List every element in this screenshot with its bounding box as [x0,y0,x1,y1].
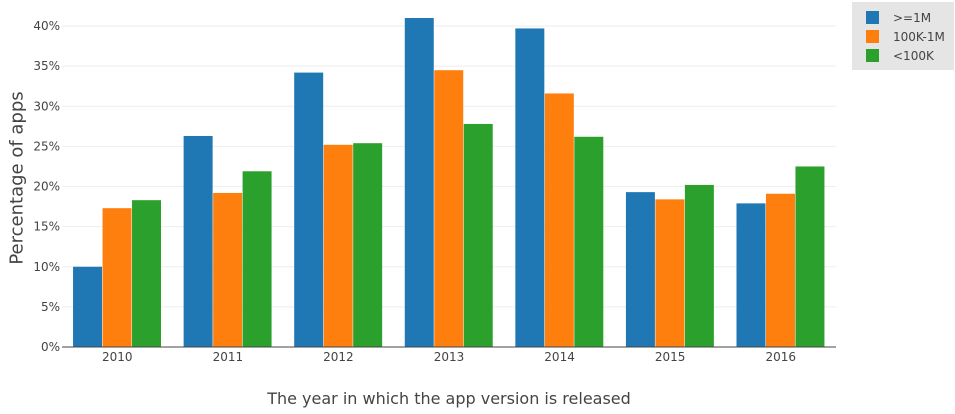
x-tick-labels: 2010 2011 2012 2013 2014 2015 2016 [102,350,796,364]
bar[interactable] [213,192,243,347]
y-tick-label: 15% [33,220,60,234]
y-tick-label: 40% [33,19,60,33]
y-tick-labels: 0% 5% 10% 15% 20% 25% 30% 35% 40% [33,19,60,354]
y-tick-label: 25% [33,139,60,153]
x-tick-label: 2015 [655,350,686,364]
legend[interactable]: >=1M 100K-1M <100K [852,2,954,70]
legend-label[interactable]: 100K-1M [893,30,945,44]
y-axis-title: Percentage of apps [6,91,27,264]
bar[interactable] [515,28,545,347]
legend-swatch[interactable] [866,11,879,24]
x-axis-title: The year in which the app version is rel… [266,389,631,408]
bar[interactable] [434,70,464,347]
bar[interactable] [463,123,493,347]
bar[interactable] [132,200,162,347]
bar[interactable] [102,208,132,347]
x-tick-label: 2014 [544,350,575,364]
y-tick-label: 35% [33,59,60,73]
bars [73,18,825,348]
y-tick-label: 30% [33,99,60,113]
y-tick-label: 0% [41,340,60,354]
bar[interactable] [765,193,795,347]
y-tick-label: 20% [33,180,60,194]
bar[interactable] [736,203,766,347]
x-tick-label: 2012 [323,350,354,364]
bar[interactable] [684,184,714,347]
x-tick-label: 2013 [434,350,465,364]
bar[interactable] [655,199,685,347]
x-tick-label: 2016 [765,350,796,364]
bar[interactable] [294,72,324,347]
legend-label[interactable]: >=1M [893,11,931,25]
bar[interactable] [183,135,213,347]
y-tick-label: 5% [41,300,60,314]
y-tick-label: 10% [33,260,60,274]
bar[interactable] [404,18,434,348]
bar[interactable] [353,143,383,347]
bar[interactable] [73,266,103,347]
bar[interactable] [323,144,353,347]
legend-label[interactable]: <100K [893,49,935,63]
legend-swatch[interactable] [866,49,879,62]
bar[interactable] [574,136,604,347]
x-tick-label: 2010 [102,350,133,364]
bar[interactable] [544,93,574,347]
bar[interactable] [625,192,655,347]
bar[interactable] [795,166,825,347]
legend-swatch[interactable] [866,30,879,43]
x-tick-label: 2011 [213,350,244,364]
bar[interactable] [242,171,272,347]
